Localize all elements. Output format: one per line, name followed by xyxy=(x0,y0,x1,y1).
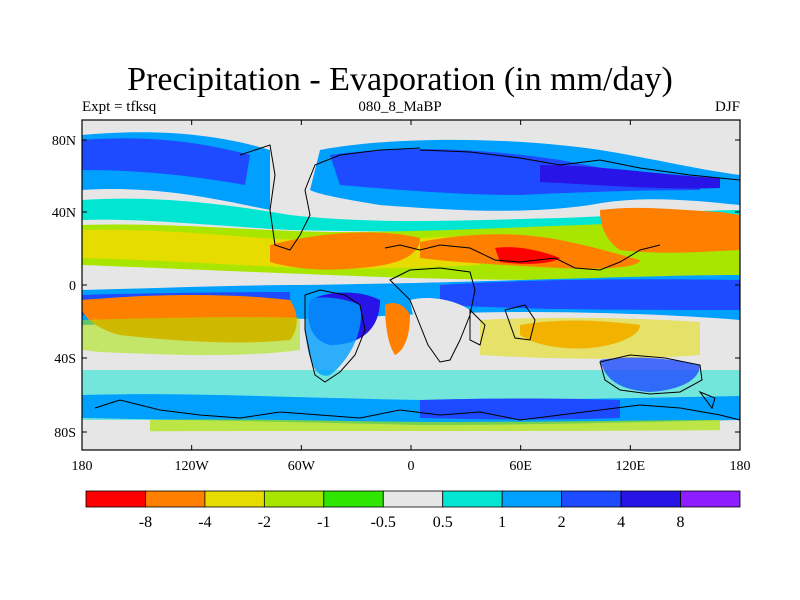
lat-label: 80N xyxy=(52,134,76,149)
colorbar-label: 1 xyxy=(498,514,506,531)
colorbar-swatch xyxy=(561,490,622,508)
period-label: 080_8_MaBP xyxy=(358,99,442,115)
season-label: DJF xyxy=(714,99,740,115)
colorbar-label: 0.5 xyxy=(433,514,453,531)
lat-label: 40S xyxy=(54,352,76,367)
latitude-ticks xyxy=(82,139,740,433)
colorbar-swatch xyxy=(382,490,444,508)
colorbar-swatch xyxy=(263,490,325,508)
colorbar-swatch xyxy=(145,490,206,508)
colorbar-swatch xyxy=(680,490,741,508)
longitude-labels: 180 120W 60W 0 60E 120E 180 xyxy=(72,459,751,474)
colorbar-label: -4 xyxy=(198,514,211,531)
colorbar-labels: -8 -4 -2 -1 -0.5 0.5 1 2 4 8 xyxy=(139,514,685,531)
colorbar xyxy=(85,490,741,508)
experiment-label: Expt = tfksq xyxy=(82,99,157,115)
coastlines xyxy=(94,144,740,421)
colorbar-swatch xyxy=(323,490,384,508)
colorbar-label: -8 xyxy=(139,514,152,531)
colorbar-label: -1 xyxy=(317,514,330,531)
colorbar-label: -2 xyxy=(258,514,271,531)
colorbar-swatch xyxy=(442,490,503,508)
colorbar-swatch xyxy=(501,490,563,508)
colorbar-label: 4 xyxy=(617,514,625,531)
map-title: Precipitation - Evaporation (in mm/day) xyxy=(127,61,673,98)
colorbar-label: 8 xyxy=(677,514,685,531)
lon-label: 180 xyxy=(72,459,93,474)
colorbar-swatch xyxy=(85,490,146,508)
latitude-labels: 80N 40N 0 40S 80S xyxy=(52,134,76,441)
lon-label: 120W xyxy=(175,459,210,474)
colorbar-label: 2 xyxy=(558,514,566,531)
lon-label: 120E xyxy=(616,459,646,474)
lat-label: 0 xyxy=(69,279,76,294)
lat-label: 40N xyxy=(52,206,76,221)
lon-label: 0 xyxy=(408,459,415,474)
precip-evap-field xyxy=(82,120,740,450)
longitude-ticks xyxy=(81,120,741,450)
colorbar-swatch xyxy=(620,490,681,508)
lon-label: 60W xyxy=(288,459,316,474)
lon-label: 180 xyxy=(730,459,751,474)
colorbar-label: -0.5 xyxy=(371,514,396,531)
colorbar-swatch xyxy=(204,490,265,508)
lat-label: 80S xyxy=(54,426,76,441)
lon-label: 60E xyxy=(509,459,532,474)
